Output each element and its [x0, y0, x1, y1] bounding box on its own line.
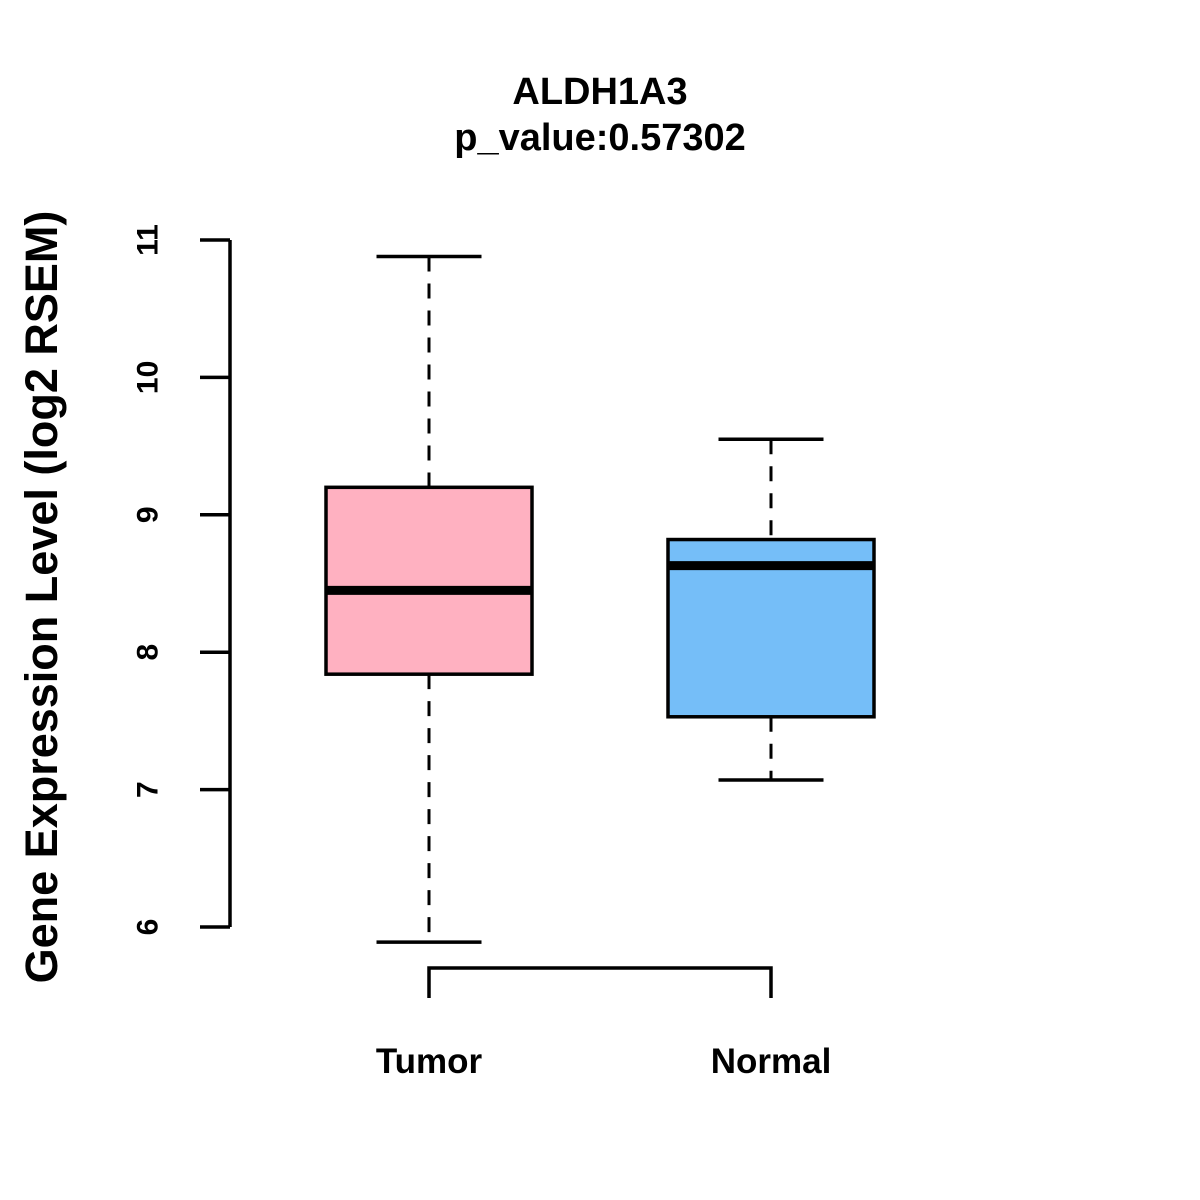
title-block: ALDH1A3 p_value:0.57302 [454, 69, 746, 161]
y-tick-label: 7 [132, 781, 165, 798]
y-tick-label: 11 [132, 224, 165, 256]
tumor-box [324, 485, 534, 676]
y-tick-label: 9 [132, 506, 165, 523]
chart-subtitle: p_value:0.57302 [454, 117, 746, 159]
chart-title: ALDH1A3 [512, 71, 688, 113]
y-tick-label: 6 [132, 919, 165, 936]
group-label-tumor: Tumor [375, 1042, 483, 1081]
comparison-bracket [427, 966, 773, 998]
y-tick-label: 8 [132, 644, 165, 661]
y-tick-label: 10 [132, 361, 165, 394]
group-label-normal: Normal [710, 1042, 832, 1081]
